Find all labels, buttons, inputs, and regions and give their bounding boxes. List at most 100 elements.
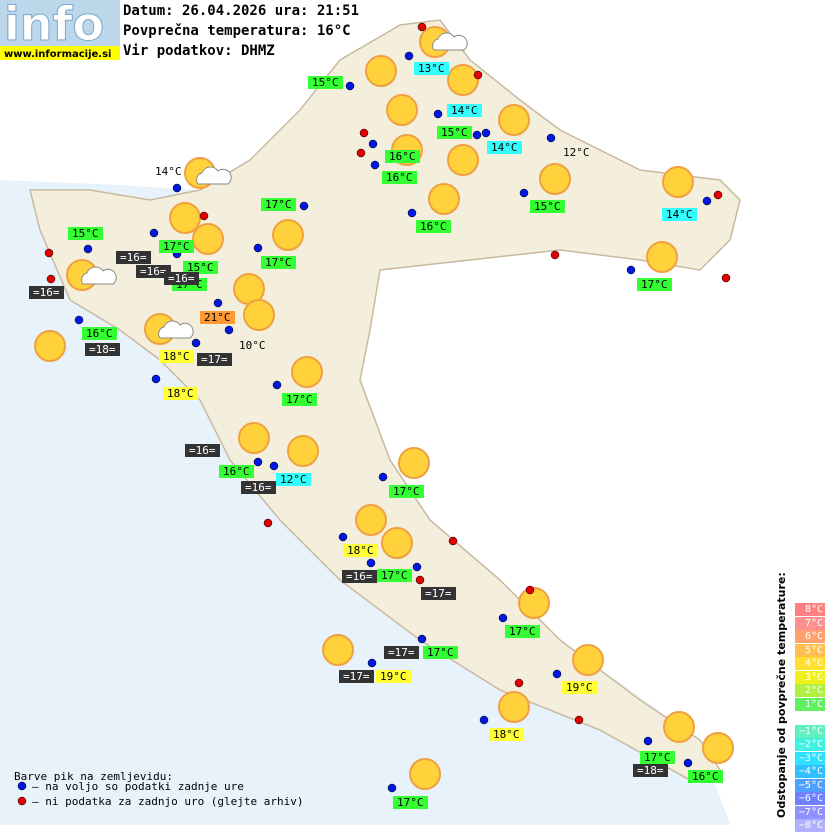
sun — [447, 64, 479, 96]
sun — [291, 356, 323, 388]
sun — [409, 758, 441, 790]
scale-label: −4°C — [795, 765, 825, 778]
station-dot — [387, 783, 397, 793]
scale-label: −1°C — [795, 724, 825, 738]
temperature-label: 18°C — [163, 387, 198, 400]
sea-temperature-label: =16= — [241, 481, 276, 494]
legend-item: – na voljo so podatki zadnje ure — [32, 780, 244, 793]
sun — [663, 711, 695, 743]
station-dot — [702, 196, 712, 206]
station-dot-missing — [359, 128, 369, 138]
sun — [539, 163, 571, 195]
station-dot — [481, 128, 491, 138]
temperature-label: 17°C — [261, 256, 296, 269]
scale-label: −2°C — [795, 738, 825, 751]
sea-temperature-label: =18= — [633, 764, 668, 777]
station-dot-missing — [448, 536, 458, 546]
station-dot-missing — [550, 250, 560, 260]
station-dot-missing — [721, 273, 731, 283]
station-dot — [479, 715, 489, 725]
sea-temperature-label: =17= — [421, 587, 456, 600]
sea-temperature-label: =18= — [85, 343, 120, 356]
sun — [34, 330, 66, 362]
station-dot — [412, 562, 422, 572]
station-dot — [404, 51, 414, 61]
sun — [702, 732, 734, 764]
station-dot-missing — [415, 575, 425, 585]
temperature-label: 17°C — [159, 240, 194, 253]
temperature-label: 17°C — [505, 625, 540, 638]
station-dot-missing — [574, 715, 584, 725]
station-dot-missing — [44, 248, 54, 258]
temperature-label: 15°C — [308, 76, 343, 89]
temperature-label: 13°C — [414, 62, 449, 75]
station-dot-missing — [713, 190, 723, 200]
sea-temperature-label: =16= — [116, 251, 151, 264]
station-dot — [151, 374, 161, 384]
temperature-label: 16°C — [382, 171, 417, 184]
temperature-label: 14°C — [662, 208, 697, 221]
sun — [192, 223, 224, 255]
temperature-label: 18°C — [343, 544, 378, 557]
station-dot — [368, 139, 378, 149]
scale-title: Odstopanje od povprečne temperature: — [775, 572, 788, 818]
temperature-label: 17°C — [377, 569, 412, 582]
station-dot — [552, 669, 562, 679]
temperature-label: 17°C — [389, 485, 424, 498]
sun — [447, 144, 479, 176]
sea-temperature-label: =17= — [384, 646, 419, 659]
temperature-label: 15°C — [68, 227, 103, 240]
sun — [169, 202, 201, 234]
station-dot — [17, 781, 27, 791]
station-dot — [149, 228, 159, 238]
station-dot — [213, 298, 223, 308]
station-dot — [378, 472, 388, 482]
temperature-label: 16°C — [385, 150, 420, 163]
temperature-label: 16°C — [219, 465, 254, 478]
scale-label: 6°C — [795, 630, 825, 643]
temperature-label: 14°C — [447, 104, 482, 117]
temperature-label: 17°C — [637, 278, 672, 291]
scale-label: 4°C — [795, 657, 825, 670]
station-dot-missing — [514, 678, 524, 688]
station-dot — [74, 315, 84, 325]
cloud — [432, 32, 468, 51]
station-dot — [472, 130, 482, 140]
scale-label: −6°C — [795, 792, 825, 805]
station-dot — [546, 133, 556, 143]
temperature-label: 12°C — [563, 146, 590, 159]
sea-temperature-label: =16= — [342, 570, 377, 583]
sun — [243, 299, 275, 331]
scale-label: 3°C — [795, 670, 825, 684]
sea-temperature-label: =16= — [136, 265, 171, 278]
station-dot — [498, 613, 508, 623]
station-dot — [407, 208, 417, 218]
station-dot — [83, 244, 93, 254]
url-bg — [0, 46, 120, 60]
sun — [498, 104, 530, 136]
sun — [272, 219, 304, 251]
sun — [398, 447, 430, 479]
temperature-label: 17°C — [282, 393, 317, 406]
cloud — [158, 320, 194, 339]
scale-label: −7°C — [795, 805, 825, 819]
temperature-label: 10°C — [239, 339, 266, 352]
scale-label: 8°C — [795, 603, 825, 616]
sun — [287, 435, 319, 467]
header-line: Povprečna temperatura: 16°C — [123, 23, 351, 39]
scale-label: −8°C — [795, 819, 825, 832]
temperature-label: 17°C — [393, 796, 428, 809]
scale-label: −3°C — [795, 751, 825, 765]
station-dot — [224, 325, 234, 335]
station-dot-missing — [17, 796, 27, 806]
station-dot-missing — [525, 585, 535, 595]
sea-temperature-label: =16= — [164, 272, 199, 285]
sea-temperature-label: =17= — [339, 670, 374, 683]
header-line: Datum: 26.04.2026 ura: 21:51 — [123, 3, 360, 19]
cloud — [196, 166, 232, 185]
sea-temperature-label: =16= — [29, 286, 64, 299]
legend-item: – ni podatka za zadnjo uro (glejte arhiv… — [32, 795, 304, 808]
station-dot — [433, 109, 443, 119]
station-dot — [299, 201, 309, 211]
